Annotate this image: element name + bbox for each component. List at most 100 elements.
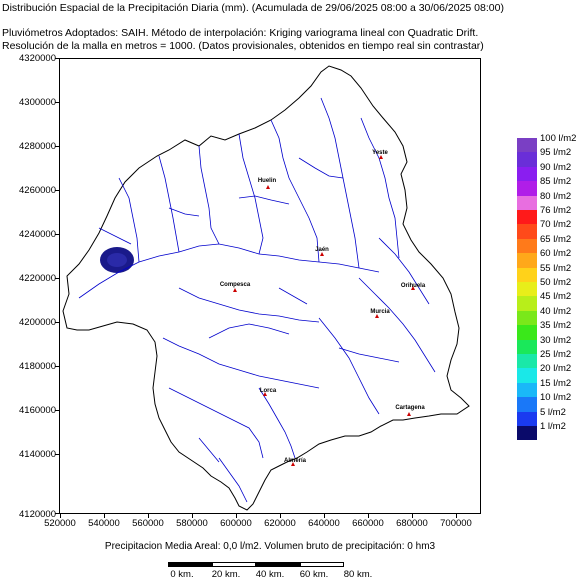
legend-label: 90 l/m2 [540, 161, 572, 173]
scale-segment [256, 562, 300, 567]
legend-label: 70 l/m2 [540, 219, 572, 231]
legend-swatch [517, 253, 537, 268]
x-tick [368, 514, 369, 518]
town-label: Yeste [372, 150, 388, 156]
legend-swatch [517, 382, 537, 398]
y-tick [55, 146, 59, 147]
legend-row: 25 l/m2 [517, 349, 577, 369]
x-tick-label: 660000 [352, 518, 384, 529]
legend-label: 100 l/m2 [540, 133, 577, 144]
legend-label: 40 l/m2 [540, 305, 572, 317]
town-label: Lorca [259, 388, 277, 394]
scale-segment [212, 562, 256, 567]
legend-label: 55 l/m2 [540, 262, 572, 274]
legend-swatch [517, 397, 537, 412]
legend-row: 10 l/m2 [517, 392, 577, 412]
scale-segment [168, 562, 212, 567]
town-marker [266, 185, 270, 189]
x-tick-label: 520000 [44, 518, 76, 529]
y-tick [55, 513, 59, 514]
x-tick-label: 560000 [132, 518, 164, 529]
legend-label: 20 l/m2 [540, 363, 572, 375]
legend-row: 15 l/m2 [517, 378, 577, 398]
y-tick-label: 4140000 [19, 449, 56, 460]
x-tick [60, 514, 61, 518]
legend-label: 30 l/m2 [540, 334, 572, 346]
legend-label: 80 l/m2 [540, 190, 572, 202]
y-tick-label: 4320000 [19, 53, 56, 64]
town-marker [375, 314, 379, 318]
x-tick [236, 514, 237, 518]
y-tick [55, 58, 59, 59]
town-label: Compesca [219, 282, 251, 288]
method-line: Pluviómetros Adoptados: SAIH. Método de … [2, 27, 479, 39]
legend-label: 1 l/m2 [540, 421, 566, 432]
legend-row: 20 l/m2 [517, 363, 577, 383]
legend-swatch [517, 238, 537, 254]
x-tick-label: 580000 [176, 518, 208, 529]
town-label: Orihuela [400, 283, 426, 289]
x-tick-label: 600000 [220, 518, 252, 529]
y-tick [55, 278, 59, 279]
legend-label: 60 l/m2 [540, 248, 572, 260]
legend-swatch [517, 267, 537, 282]
scale-label: 60 km. [299, 569, 329, 580]
legend-swatch [517, 210, 537, 225]
legend-label: 50 l/m2 [540, 277, 572, 288]
legend-row: 50 l/m2 [517, 277, 577, 297]
river-network [78, 97, 436, 503]
x-tick-label: 680000 [396, 518, 428, 529]
town-marker [233, 288, 237, 292]
basin-map [62, 65, 470, 511]
legend-label: 25 l/m2 [540, 349, 572, 360]
y-tick-label: 4280000 [19, 141, 56, 152]
legend-row: 65 l/m2 [517, 234, 577, 254]
town-marker [411, 286, 415, 290]
legend-label: 45 l/m2 [540, 291, 572, 303]
y-tick [55, 190, 59, 191]
x-tick [412, 514, 413, 518]
town-marker [407, 412, 411, 416]
legend-row: 40 l/m2 [517, 306, 577, 326]
legend-row: 100 l/m2 [517, 133, 577, 153]
legend-swatch [517, 310, 537, 326]
legend-label: 10 l/m2 [540, 392, 572, 404]
y-tick-label: 4120000 [19, 509, 56, 520]
legend-row: 95 l/m2 [517, 147, 577, 167]
legend-swatch [517, 282, 537, 297]
y-tick [55, 454, 59, 455]
legend-swatch [517, 426, 537, 441]
x-tick-label: 640000 [308, 518, 340, 529]
legend-swatch [517, 224, 537, 239]
town-label: Cartagena [395, 405, 425, 411]
town-label: Almería [283, 458, 307, 464]
scale-segment [300, 562, 344, 567]
legend-row: 5 l/m2 [517, 407, 577, 426]
legend-label: 15 l/m2 [540, 377, 572, 389]
rain-patch-core [107, 253, 127, 267]
town-label: Jaén [315, 247, 329, 253]
y-tick-label: 4220000 [19, 273, 56, 284]
scale-label: 20 km. [211, 569, 241, 580]
y-tick-label: 4160000 [19, 405, 56, 416]
scale-label: 40 km. [255, 569, 285, 580]
y-tick-label: 4260000 [19, 185, 56, 196]
legend-row: 55 l/m2 [517, 263, 577, 282]
legend-swatch [517, 181, 537, 196]
town-markers [233, 155, 415, 466]
y-tick-label: 4240000 [19, 229, 56, 240]
y-tick [55, 322, 59, 323]
y-tick [55, 410, 59, 411]
legend-swatch [517, 368, 537, 383]
legend-row: 45 l/m2 [517, 291, 577, 311]
x-tick [280, 514, 281, 518]
map-title: Distribución Espacial de la Precipitació… [2, 2, 504, 14]
x-tick [192, 514, 193, 518]
legend-row: 30 l/m2 [517, 335, 577, 354]
y-tick-label: 4200000 [19, 317, 56, 328]
x-tick-label: 620000 [264, 518, 296, 529]
legend-row: 80 l/m2 [517, 191, 577, 210]
legend-label: 5 l/m2 [540, 406, 566, 418]
legend-swatch [517, 296, 537, 311]
legend-row: 70 l/m2 [517, 219, 577, 239]
